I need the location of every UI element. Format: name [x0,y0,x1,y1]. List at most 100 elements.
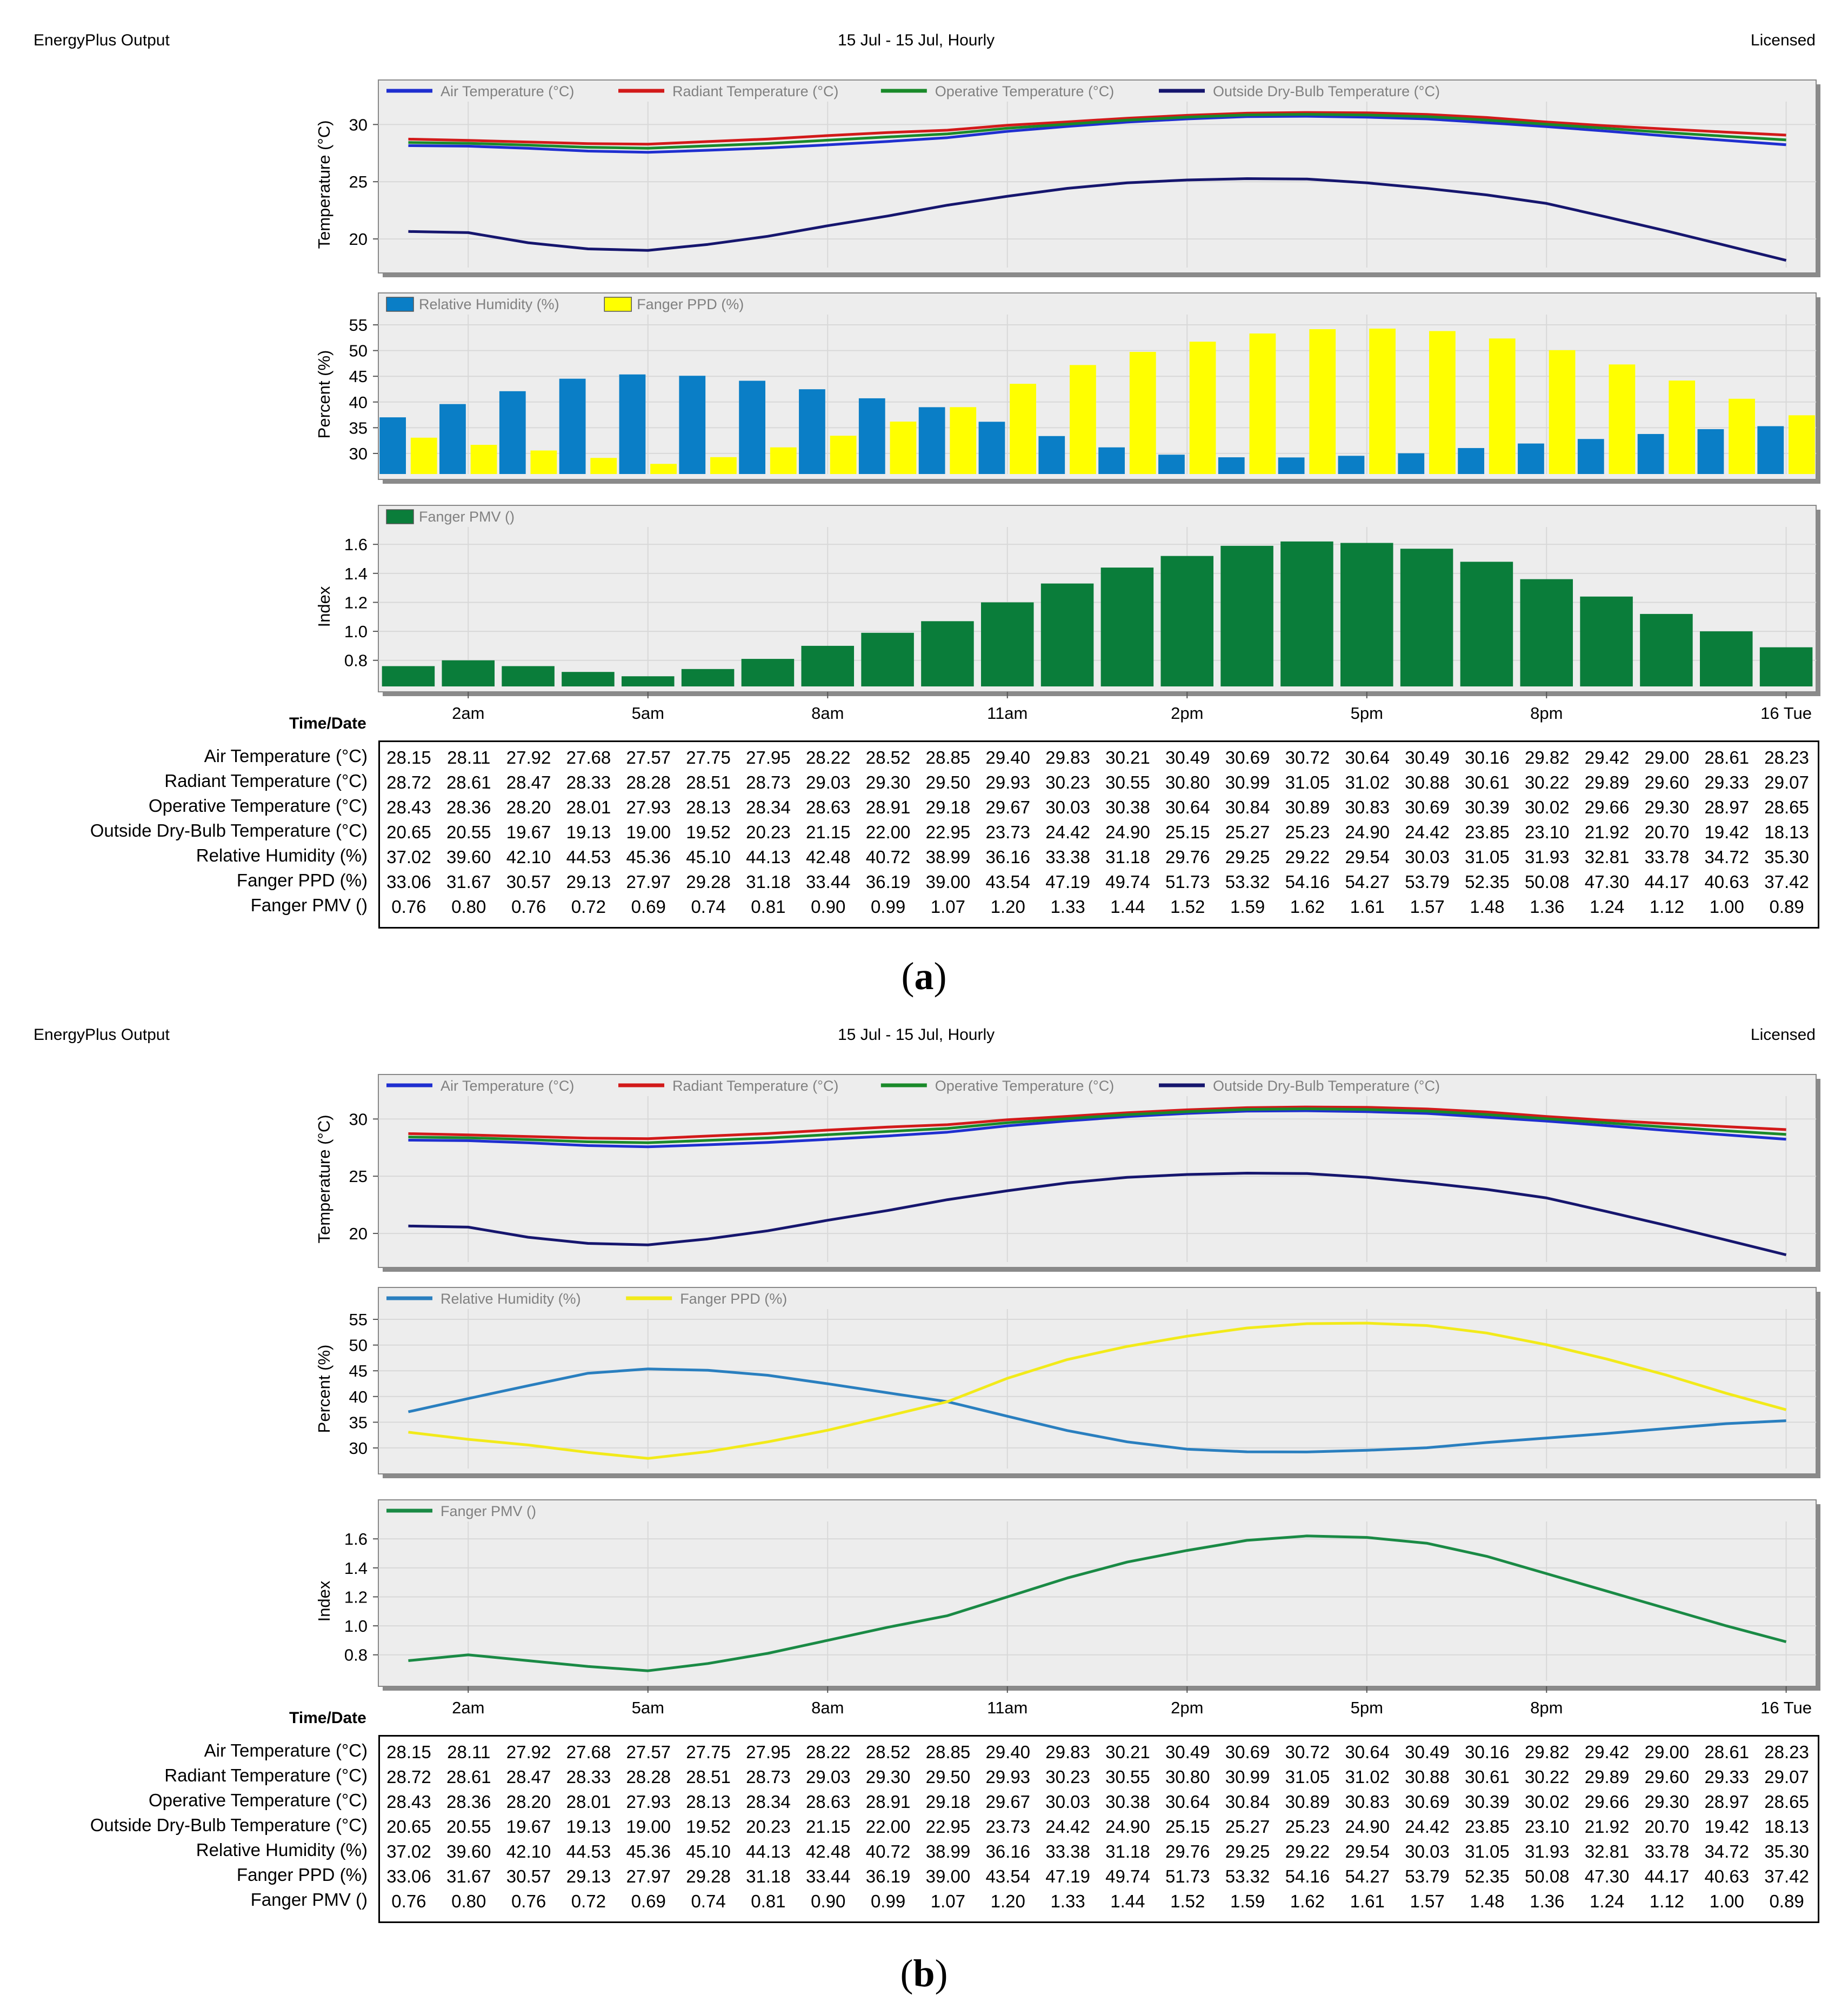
table-cell: 30.88 [1405,1767,1450,1787]
legend-label: Fanger PMV () [419,509,515,525]
table-cell: 30.23 [1045,772,1090,792]
bar-fanger-3 [562,672,615,686]
bar-fanger-4 [650,464,677,474]
bar-fanger-10 [980,602,1034,686]
table-cell: 28.20 [506,1792,551,1812]
table-cell: 42.10 [506,847,551,867]
bar-relative-4 [619,374,646,474]
table-cell: 1.62 [1290,897,1325,917]
data-table: 28.15 28.11 27.92 27.68 27.57 27.75 27.95 28.22… [378,1735,1819,1923]
chart-plot-area [378,292,1817,480]
table-cell: 30.03 [1045,1792,1090,1812]
table-cell: 29.18 [925,1792,971,1812]
table-cell: 31.93 [1524,1841,1570,1861]
bar-fanger-5 [681,669,735,686]
table-cell: 28.61 [1704,1742,1750,1762]
y-tick-label: 30 [349,1110,368,1129]
table-cell: 1.48 [1470,897,1505,917]
table-cell: 23.85 [1465,1817,1510,1837]
table-cell: 22.95 [925,1817,971,1837]
table-cell: 38.99 [925,1841,971,1861]
bar-fanger-6 [741,659,795,686]
table-cell: 30.89 [1285,1792,1330,1812]
table-cell: 31.02 [1345,1767,1390,1787]
x-tick-label: 8pm [1530,1698,1563,1717]
table-cell: 29.22 [1285,847,1330,867]
legend-label: Operative Temperature (°C) [935,1078,1114,1094]
header-license: Licensed [1750,1026,1816,1044]
table-cell: 30.61 [1465,772,1510,792]
table-cell: 30.16 [1465,1742,1510,1762]
table-cell: 28.11 [447,1742,491,1762]
table-cell: 52.35 [1465,1866,1510,1886]
table-cell: 28.52 [865,747,911,767]
table-cell: 19.13 [566,822,611,842]
series-line-0 [408,115,1786,154]
table-cell: 27.75 [686,1742,731,1762]
bar-fanger-4 [621,676,675,686]
table-cell: 44.13 [746,847,791,867]
table-cell: 30.02 [1524,1792,1570,1812]
table-cell: 29.03 [805,1767,851,1787]
bar-fanger-0 [410,437,437,474]
table-cell: 28.23 [1764,1742,1809,1762]
chart-0: 20 25 30 Temperature (°C) Air Temperature (°… [315,1074,1820,1272]
table-cell: 28.20 [506,797,551,817]
table-cell: 0.72 [571,1891,606,1911]
table-cell: 40.72 [865,1841,911,1861]
series-line-3 [408,177,1787,262]
table-cell: 30.89 [1285,797,1330,817]
table-cell: 0.99 [870,897,906,917]
header-app-title: EnergyPlus Output [34,1026,170,1044]
y-axis-label: Percent (%) [315,350,333,439]
bar-fanger-15 [1280,541,1333,686]
table-cell: 30.49 [1165,1742,1210,1762]
bar-fanger-6 [770,447,797,474]
table-cell: 28.73 [746,1767,791,1787]
x-tick-label: 5am [632,1698,664,1717]
table-row-label: Relative Humidity (%) [196,845,368,865]
table-cell: 32.81 [1584,847,1630,867]
table-row-label: Fanger PPD (%) [236,870,368,890]
x-tick-label: 16 Tue [1760,704,1812,723]
bar-fanger-9 [921,621,974,686]
table-cell: 29.28 [686,1866,731,1886]
table-cell: 35.30 [1764,847,1809,867]
bar-fanger-17 [1429,331,1456,474]
y-tick-label: 0.8 [344,1646,368,1665]
table-cell: 30.55 [1105,1767,1150,1787]
table-cell: 29.40 [985,747,1031,767]
table-cell: 19.67 [506,1817,551,1837]
bar-fanger-23 [1789,415,1815,474]
table-cell: 28.61 [1704,747,1750,767]
legend-label: Air Temperature (°C) [441,83,574,99]
chart-plot-area [378,1499,1817,1687]
table-cell: 21.92 [1584,822,1630,842]
bar-relative-10 [978,422,1005,474]
x-tick-label: 5pm [1351,1698,1383,1717]
table-cell: 28.11 [447,747,491,767]
table-cell: 27.97 [626,872,671,892]
table-cell: 0.90 [811,897,846,917]
y-axis-label: Temperature (°C) [315,1114,333,1243]
table-cell: 0.89 [1769,897,1804,917]
table-cell: 28.72 [386,772,431,792]
series-line-0 [408,1534,1787,1672]
table-cell: 30.80 [1165,1767,1210,1787]
x-tick-label: 11am [987,704,1028,723]
table-row-label: Operative Temperature (°C) [148,1790,368,1810]
table-cell: 28.97 [1704,797,1750,817]
bar-relative-8 [858,398,885,474]
table-cell: 24.42 [1405,1817,1450,1837]
table-cell: 30.22 [1524,1767,1570,1787]
y-tick-label: 0.8 [344,651,368,670]
table-cell: 43.54 [985,1866,1031,1886]
table-cell: 1.44 [1110,897,1145,917]
table-cell: 33.06 [386,1866,431,1886]
table-cell: 27.93 [626,797,671,817]
table-cell: 27.57 [626,747,671,767]
table-cell: 0.72 [571,897,606,917]
table-cell: 29.60 [1644,772,1690,792]
bar-fanger-15 [1309,329,1336,474]
bar-relative-5 [679,376,706,474]
